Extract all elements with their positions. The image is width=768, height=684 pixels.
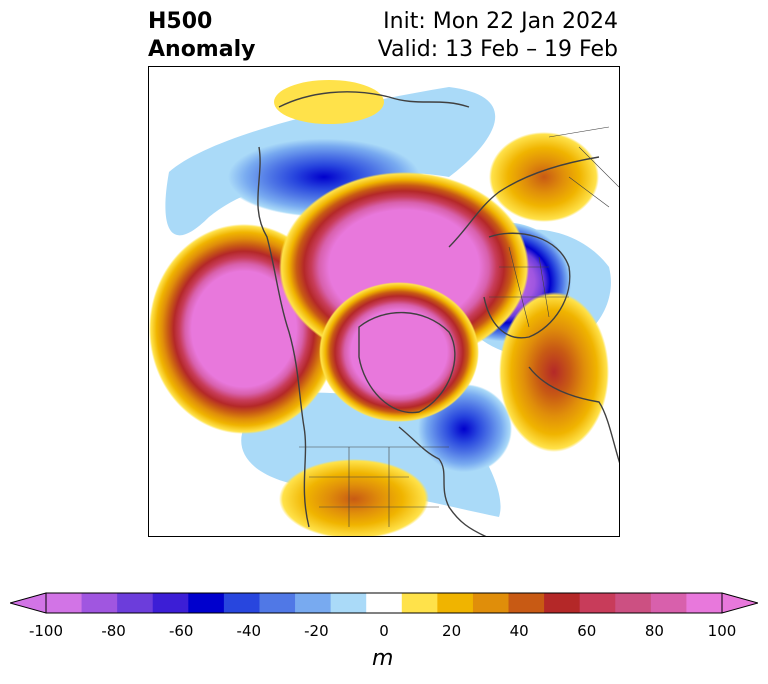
colorbar-tick-label: 0 xyxy=(379,622,389,640)
colorbar-unit: m xyxy=(372,646,394,671)
borders xyxy=(299,126,619,527)
border-states xyxy=(309,447,439,527)
colorbar-tick-label: -80 xyxy=(101,622,126,640)
anomaly-high-southern-us xyxy=(279,459,429,536)
chart-title: H500 Anomaly xyxy=(148,8,255,64)
colorbar-segment xyxy=(437,593,474,613)
coastline-greenland xyxy=(358,311,456,414)
colorbar-tick-label: 80 xyxy=(644,622,664,640)
title-line-2: Anomaly xyxy=(148,37,256,62)
anomaly-high-north-pacific xyxy=(274,80,384,124)
colorbar-extend-max xyxy=(721,592,758,614)
colorbar-tick-label: -20 xyxy=(304,622,329,640)
coastline-europe xyxy=(483,232,571,339)
colorbar-tick-label: -60 xyxy=(168,622,194,640)
coastline-africa xyxy=(528,366,619,464)
anomaly-high-greenland xyxy=(319,282,479,422)
colorbar xyxy=(10,592,758,614)
colorbar-segment xyxy=(579,593,616,613)
colorbar-segment xyxy=(295,593,332,613)
colorbar-segment xyxy=(259,593,296,613)
coastline-east-america xyxy=(398,426,487,536)
colorbar-frame xyxy=(45,592,723,614)
coastline-west-america xyxy=(257,146,310,528)
colorbar-segment xyxy=(508,593,545,613)
title-line-1: H500 xyxy=(148,9,213,34)
valid-date: Valid: 13 Feb – 19 Feb xyxy=(377,37,618,62)
colorbar-segment xyxy=(401,593,438,613)
coastline-siberia xyxy=(448,156,600,248)
colorbar-segment xyxy=(472,593,510,613)
colorbar-tick-label: -40 xyxy=(236,622,262,640)
colorbar-segment xyxy=(81,593,118,613)
colorbar-tick-label: 40 xyxy=(509,622,529,640)
colorbar-segment xyxy=(46,593,83,613)
colorbar-tick-label: 20 xyxy=(442,622,462,640)
coastlines xyxy=(257,91,619,536)
colorbar-tick-label: 60 xyxy=(577,622,597,640)
anomaly-map xyxy=(148,66,620,537)
colorbar-tick-label: 100 xyxy=(707,622,737,640)
colorbar-ticks: -100 -80 -60 -40 -20 0 20 40 60 80 100 xyxy=(0,622,768,644)
colorbar-segment xyxy=(330,593,367,613)
border-europe xyxy=(489,246,569,328)
coastline-alaska xyxy=(278,91,470,108)
colorbar-segment xyxy=(188,593,225,613)
anomaly-high-east-asia xyxy=(489,132,599,222)
colorbar-segment xyxy=(615,593,652,613)
colorbar-segment xyxy=(366,593,403,613)
colorbar-segment xyxy=(544,593,581,613)
colorbar-segment xyxy=(117,593,154,613)
forecast-dates: Init: Mon 22 Jan 2024 Valid: 13 Feb – 19… xyxy=(378,8,618,64)
anomaly-high-eastern-atlantic xyxy=(499,292,609,452)
colorbar-segment xyxy=(152,593,189,613)
map-svg xyxy=(149,80,619,536)
colorbar-segment xyxy=(223,593,260,613)
colorbar-segment xyxy=(650,593,687,613)
colorbar-extend-min xyxy=(10,592,47,614)
init-date: Init: Mon 22 Jan 2024 xyxy=(383,9,618,34)
border-asia xyxy=(548,126,619,208)
colorbar-segment xyxy=(686,593,723,613)
colorbar-tick-label: -100 xyxy=(28,622,64,640)
